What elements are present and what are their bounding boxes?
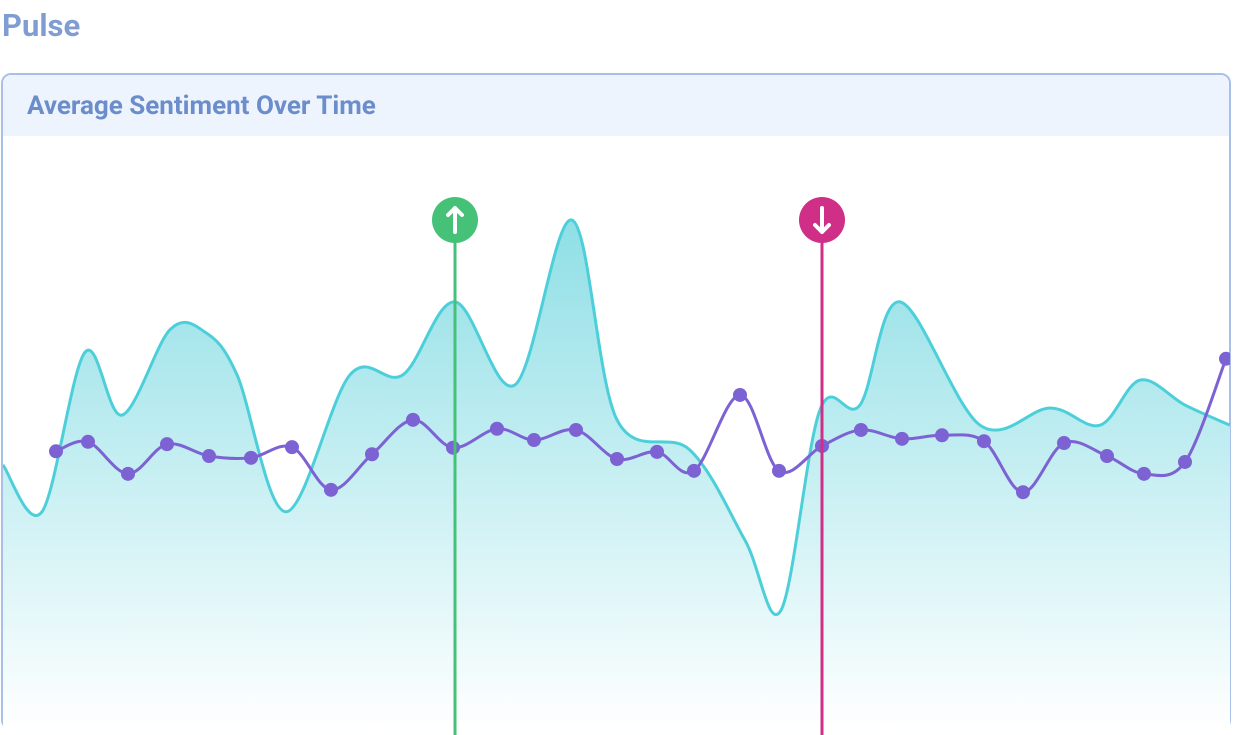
point <box>202 449 216 464</box>
point <box>324 482 338 497</box>
point <box>1100 449 1114 464</box>
point <box>81 434 95 449</box>
point <box>1137 466 1151 481</box>
point <box>285 440 299 455</box>
plot <box>3 218 1230 730</box>
point <box>1178 454 1192 469</box>
point <box>244 450 258 465</box>
point <box>1057 435 1071 450</box>
page-title: Pulse <box>2 7 80 44</box>
point <box>772 463 786 478</box>
line <box>3 218 1230 616</box>
panel-header <box>3 75 1229 136</box>
point <box>895 431 909 446</box>
point <box>406 412 420 427</box>
point <box>569 422 583 437</box>
point <box>1219 351 1230 366</box>
point <box>49 444 63 459</box>
point <box>365 447 379 462</box>
point <box>733 387 747 402</box>
point <box>160 437 174 452</box>
point <box>854 422 868 437</box>
point <box>650 444 664 459</box>
markers <box>432 197 845 735</box>
event-arrow <box>813 206 831 234</box>
point <box>687 463 701 478</box>
point <box>610 451 624 466</box>
point <box>446 440 460 455</box>
point <box>935 428 949 443</box>
chart-title: Average Sentiment Over Time <box>27 91 376 121</box>
event-arrow <box>446 206 464 234</box>
point <box>1016 485 1030 500</box>
point <box>527 433 541 448</box>
point <box>977 434 991 449</box>
area <box>3 220 1230 730</box>
point <box>121 466 135 481</box>
point <box>490 421 504 436</box>
